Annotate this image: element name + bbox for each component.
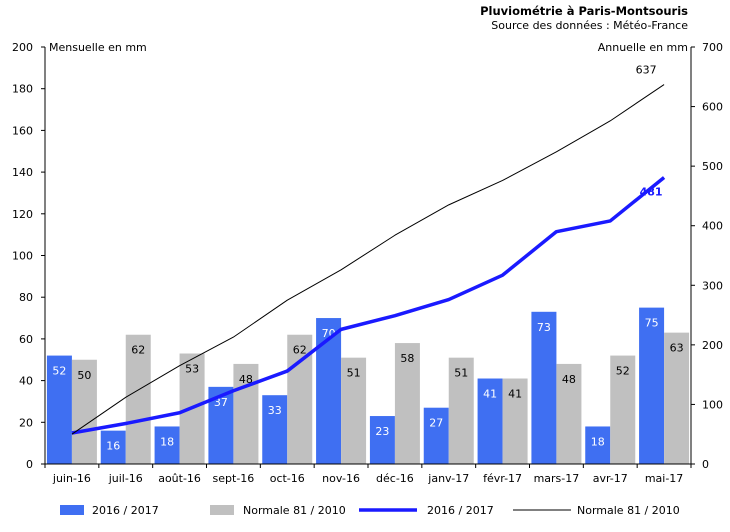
bar-normal-6 (394, 343, 420, 464)
bar-current-11 (639, 307, 665, 464)
x-tick-label: déc-16 (376, 472, 414, 485)
bar-normal-3 (233, 363, 259, 464)
y-tick-label-right: 600 (702, 101, 723, 114)
y-tick-label-left: 180 (12, 83, 33, 96)
y-tick-label-right: 500 (702, 160, 723, 173)
bar-current-5 (316, 318, 342, 464)
bar-current-6 (369, 416, 395, 464)
y-tick-label-right: 700 (702, 41, 723, 54)
bar-current-7 (423, 407, 449, 464)
legend-label-0: 2016 / 2017 (92, 504, 159, 517)
x-tick-label: nov-16 (322, 472, 360, 485)
legend-label-3: Normale 81 / 2010 (577, 504, 680, 517)
x-tick-label: août-16 (158, 472, 201, 485)
bar-value-label-normal-11: 63 (670, 342, 684, 355)
bar-value-label-current-6: 23 (375, 425, 389, 438)
bar-value-label-normal-7: 51 (454, 367, 468, 380)
line-end-label-current: 481 (640, 185, 663, 198)
bar-value-label-current-7: 27 (429, 417, 443, 430)
y-tick-label-left: 40 (19, 375, 33, 388)
line-current-annual (71, 176, 666, 435)
y-tick-label-right: 100 (702, 398, 723, 411)
bar-value-label-normal-4: 62 (293, 344, 307, 357)
y-tick-label-left: 160 (12, 124, 33, 137)
y-tick-label-left: 200 (12, 41, 33, 54)
line-normal-annual (71, 84, 665, 435)
x-tick-label: oct-16 (270, 472, 305, 485)
bar-value-label-normal-3: 48 (239, 373, 253, 386)
y-tick-label-left: 120 (12, 208, 33, 221)
x-tick-label: mai-17 (645, 472, 683, 485)
line-end-label-normal: 637 (636, 64, 657, 77)
bar-value-label-normal-6: 58 (400, 352, 414, 365)
x-tick-label: mars-17 (534, 472, 580, 485)
y-tick-label-left: 80 (19, 291, 33, 304)
bar-current-10 (585, 426, 611, 464)
bar-current-9 (531, 311, 557, 464)
bar-value-label-current-2: 18 (160, 435, 174, 448)
bar-value-label-normal-5: 51 (347, 367, 361, 380)
bar-normal-0 (71, 359, 97, 464)
y-tick-label-right: 400 (702, 220, 723, 233)
bar-normal-7 (448, 357, 474, 464)
bar-value-label-current-1: 16 (106, 440, 120, 453)
bar-normal-11 (664, 332, 690, 464)
bar-normal-1 (125, 334, 151, 464)
bar-current-8 (477, 378, 503, 464)
y-axis-right-label: Annuelle en mm (598, 41, 688, 54)
legend: 2016 / 2017 Normale 81 / 2010 2016 / 2017 N… (60, 504, 680, 517)
y-tick-label-left: 20 (19, 416, 33, 429)
y-tick-label-right: 300 (702, 279, 723, 292)
chart-subtitle: Source des données : Météo-France (491, 19, 688, 32)
bar-current-2 (154, 426, 180, 464)
legend-swatch-0 (60, 505, 84, 515)
chart-title: Pluviométrie à Paris-Montsouris (480, 4, 688, 18)
bar-normal-5 (341, 357, 367, 464)
bar-value-label-current-8: 41 (483, 388, 497, 401)
y-tick-label-left: 100 (12, 250, 33, 263)
bar-value-label-normal-9: 48 (562, 373, 576, 386)
bar-normal-8 (502, 378, 528, 464)
x-tick-label: sept-16 (213, 472, 255, 485)
bar-value-label-normal-1: 62 (131, 344, 145, 357)
bar-value-label-current-11: 75 (645, 317, 659, 330)
x-tick-label: avr-17 (593, 472, 628, 485)
y-tick-label-right: 200 (702, 339, 723, 352)
bar-value-label-normal-10: 52 (616, 365, 630, 378)
x-tick-label: juil-16 (108, 472, 143, 485)
bar-normal-9 (556, 363, 582, 464)
legend-label-2: 2016 / 2017 (427, 504, 494, 517)
x-tick-label: févr-17 (483, 472, 522, 485)
bar-current-1 (100, 430, 126, 464)
bar-value-label-current-10: 18 (591, 435, 605, 448)
y-axis-left-label: Mensuelle en mm (49, 41, 147, 54)
x-tick-label: janv-17 (427, 472, 469, 485)
y-tick-label-left: 60 (19, 333, 33, 346)
legend-swatch-1 (210, 505, 234, 515)
bar-normal-10 (610, 355, 636, 464)
bar-value-label-current-4: 33 (268, 404, 282, 417)
bar-value-label-current-0: 52 (52, 365, 66, 378)
bar-current-4 (262, 395, 288, 464)
x-tick-label: juin-16 (52, 472, 91, 485)
bar-current-0 (46, 355, 72, 464)
y-tick-label-right: 0 (702, 458, 709, 471)
bar-value-label-normal-8: 41 (508, 388, 522, 401)
legend-label-1: Normale 81 / 2010 (243, 504, 346, 517)
y-tick-label-left: 140 (12, 166, 33, 179)
y-tick-label-left: 0 (26, 458, 33, 471)
bar-value-label-current-9: 73 (537, 321, 551, 334)
bar-value-label-normal-2: 53 (185, 362, 199, 375)
bar-value-label-normal-0: 50 (77, 369, 91, 382)
